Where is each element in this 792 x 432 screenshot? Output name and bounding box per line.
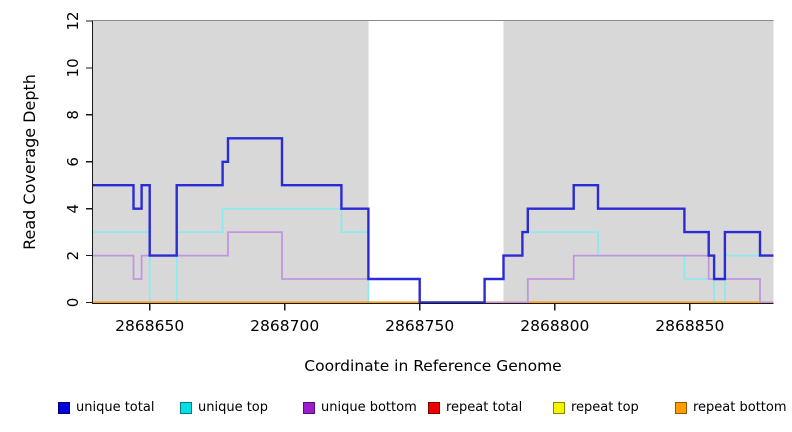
legend-label: unique bottom [321,400,417,415]
x-tick-label: 2868700 [250,317,319,335]
y-tick-label: 8 [64,110,82,120]
y-tick-label: 12 [64,11,82,30]
shaded-region [93,21,369,303]
x-tick-label: 2868750 [385,317,454,335]
legend-item-repeat-bottom: repeat bottom [675,401,787,415]
legend-swatch [180,402,192,414]
y-tick-label: 10 [64,58,82,77]
legend-swatch [553,402,565,414]
tick-labels: 0 2 4 6 8 10 12 2868650 2868700 2868750 2868800 286… [64,11,724,335]
shaded-regions [92,19,774,303]
y-tick-label: 6 [64,157,82,167]
legend-label: repeat top [571,400,639,415]
x-tick-label: 2868800 [520,317,589,335]
y-axis-title: Read Coverage Depth [20,74,39,250]
legend: unique total unique top unique bottom repea… [0,0,792,415]
legend-swatch [675,402,687,414]
legend-swatch [303,402,315,414]
x-tick-label: 2868850 [655,317,724,335]
legend-label: repeat bottom [693,400,787,415]
y-tick-label: 2 [64,251,82,261]
legend-label: unique total [76,400,155,415]
legend-item-unique-top: unique top [180,401,268,415]
legend-item-unique-total: unique total [58,401,154,415]
legend-item-repeat-total: repeat total [428,401,522,415]
x-tick-label: 2868650 [115,317,184,335]
legend-label: repeat total [446,400,523,415]
legend-swatch [58,402,70,414]
legend-label: unique top [198,400,269,415]
legend-item-repeat-top: repeat top [553,401,639,415]
series-unique-total [93,137,774,304]
legend-item-unique-bottom: unique bottom [303,401,417,415]
shaded-region [503,21,774,303]
series-lines [93,137,774,304]
x-axis-title: Coordinate in Reference Genome [304,357,561,375]
y-tick-label: 4 [64,204,82,214]
legend-swatch [428,402,440,414]
y-tick-label: 0 [64,298,82,308]
